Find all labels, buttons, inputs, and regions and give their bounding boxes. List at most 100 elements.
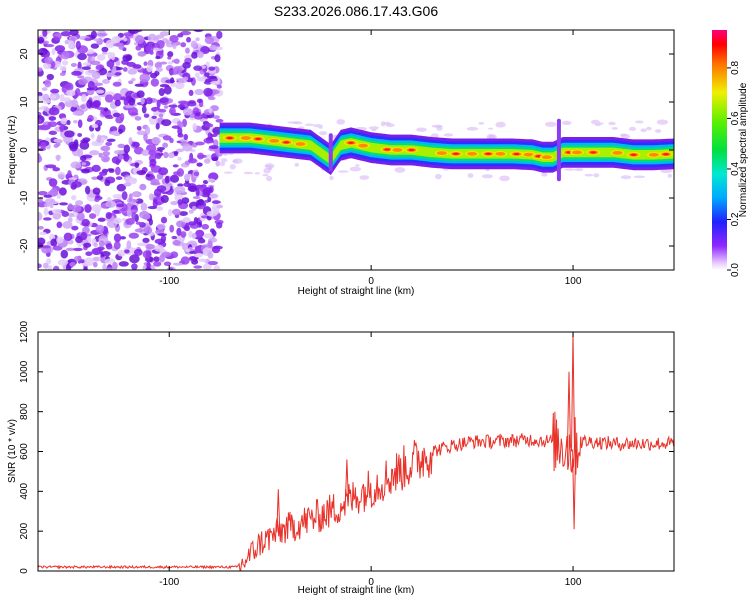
noise-blob	[105, 39, 116, 49]
noise-blob	[145, 173, 151, 177]
noise-blob	[177, 126, 183, 136]
noise-blob	[76, 212, 85, 221]
noise-blob	[143, 132, 148, 142]
noise-blob	[66, 120, 71, 126]
noise-blob	[153, 256, 160, 262]
haze-blob	[656, 119, 669, 125]
noise-blob	[188, 185, 198, 193]
noise-blob	[38, 263, 42, 269]
noise-blob	[159, 61, 168, 65]
noise-blob	[84, 257, 95, 266]
spectrogram-x-tick-label: 100	[565, 276, 582, 287]
noise-blob	[188, 201, 200, 210]
noise-blob	[121, 217, 126, 222]
noise-blob	[38, 225, 44, 230]
haze-blob	[349, 166, 362, 172]
noise-blob	[56, 139, 63, 144]
noise-blob	[140, 97, 145, 105]
noise-blob	[193, 65, 203, 71]
noise-blob	[70, 161, 82, 169]
noise-blob	[163, 261, 172, 267]
noise-blob	[169, 224, 175, 233]
noise-blob	[81, 94, 87, 103]
snr-y-tick-label: 1000	[19, 360, 30, 383]
noise-blob	[196, 162, 203, 167]
noise-blob	[132, 64, 142, 69]
haze-blob	[466, 126, 479, 131]
noise-blob	[38, 67, 43, 72]
noise-blob	[208, 66, 216, 71]
noise-blob	[49, 94, 57, 100]
noise-blob	[155, 34, 165, 39]
noise-blob	[215, 221, 223, 229]
noise-blob	[212, 126, 222, 135]
noise-blob	[211, 200, 221, 204]
noise-blob	[117, 143, 126, 149]
noise-blob	[188, 221, 197, 226]
haze-blob	[667, 173, 673, 178]
noise-blob	[134, 83, 144, 87]
haze-blob	[620, 133, 631, 139]
noise-blob	[102, 151, 110, 157]
spectrogram-y-tick-label: -20	[19, 238, 30, 253]
noise-blob	[65, 247, 76, 252]
noise-blob	[115, 176, 123, 181]
colorbar-gradient	[712, 30, 727, 270]
noise-blob	[131, 77, 136, 82]
noise-blob	[95, 65, 103, 70]
noise-blob	[207, 132, 213, 140]
ridge-hotspot	[467, 151, 478, 156]
noise-blob	[140, 202, 148, 211]
noise-blob	[164, 175, 170, 184]
noise-blob	[48, 178, 58, 187]
noise-blob	[123, 98, 129, 106]
haze-blob	[628, 126, 637, 132]
noise-blob	[59, 65, 67, 72]
noise-blob	[125, 218, 135, 225]
noise-blob	[91, 248, 102, 256]
noise-blob	[145, 243, 155, 250]
noise-blob	[71, 181, 82, 188]
noise-blob	[173, 151, 179, 157]
noise-blob	[77, 52, 87, 61]
snr-y-tick-label: 0	[19, 568, 30, 574]
ridge-hotspot	[662, 153, 669, 156]
spectrogram-x-tick-label: -100	[159, 276, 179, 287]
noise-blob	[90, 133, 95, 139]
noise-blob	[207, 252, 214, 259]
noise-blob	[61, 60, 69, 66]
noise-blob	[127, 69, 138, 75]
noise-blob	[168, 104, 178, 108]
noise-blob	[93, 38, 100, 42]
noise-blob	[122, 67, 128, 72]
noise-blob	[46, 73, 55, 81]
noise-blob	[93, 242, 98, 248]
noise-blob	[117, 249, 126, 257]
noise-blob	[102, 79, 111, 84]
noise-blob	[112, 217, 122, 225]
noise-blob	[43, 202, 50, 208]
noise-blob	[77, 133, 83, 138]
ridge-hotspot	[384, 148, 391, 151]
noise-blob	[105, 200, 117, 208]
ridge-hotspot	[408, 148, 415, 152]
noise-blob	[169, 107, 176, 115]
noise-blob	[91, 204, 102, 213]
noise-blob	[42, 30, 48, 37]
noise-blob	[84, 185, 91, 195]
noise-blob	[134, 162, 140, 169]
noise-blob	[151, 115, 157, 119]
noise-blob	[126, 209, 132, 218]
noise-blob	[214, 54, 221, 63]
noise-blob	[129, 254, 140, 264]
noise-blob	[167, 56, 172, 60]
snr-content	[38, 332, 674, 571]
noise-blob	[112, 81, 122, 87]
spectrogram-x-tick-label: 0	[368, 276, 374, 287]
noise-blob	[67, 213, 75, 218]
noise-blob	[46, 258, 52, 265]
noise-blob	[64, 130, 75, 138]
noise-blob	[43, 107, 50, 112]
noise-blob	[177, 133, 184, 138]
